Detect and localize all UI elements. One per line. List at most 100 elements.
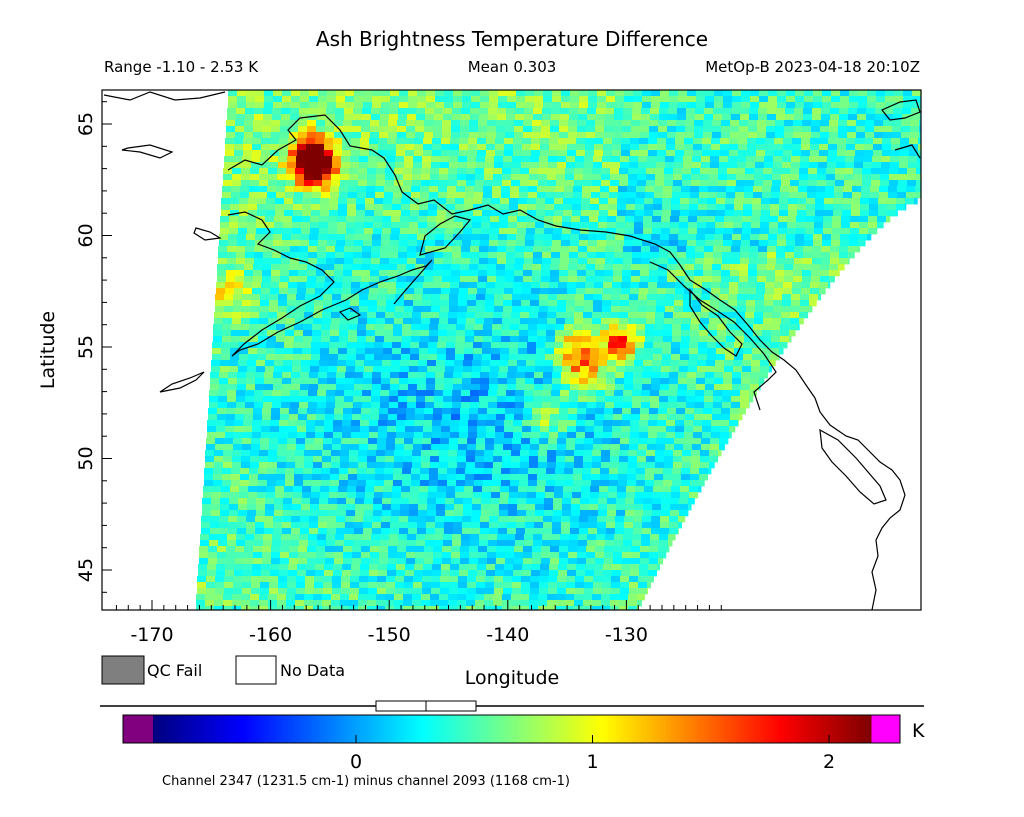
data-pixel xyxy=(245,258,255,265)
data-pixel xyxy=(809,156,819,163)
data-pixel xyxy=(676,126,686,133)
data-pixel xyxy=(745,180,755,187)
data-pixel xyxy=(664,462,674,469)
data-pixel xyxy=(784,132,794,139)
data-pixel xyxy=(275,486,285,493)
data-pixel xyxy=(822,234,832,241)
data-pixel xyxy=(378,420,388,427)
data-pixel xyxy=(536,204,546,211)
data-pixel xyxy=(656,156,666,163)
data-pixel xyxy=(441,144,451,151)
data-pixel xyxy=(491,492,501,499)
data-pixel xyxy=(665,444,675,451)
data-pixel xyxy=(591,324,601,331)
data-pixel xyxy=(370,120,380,127)
data-pixel xyxy=(506,390,516,397)
data-pixel xyxy=(908,156,918,163)
data-pixel xyxy=(417,240,427,247)
data-pixel xyxy=(878,198,888,205)
data-pixel xyxy=(409,360,419,367)
data-pixel xyxy=(460,414,470,421)
data-pixel xyxy=(773,162,783,169)
data-pixel xyxy=(638,162,648,169)
data-pixel xyxy=(236,258,246,265)
data-pixel xyxy=(590,342,600,349)
data-pixel xyxy=(384,324,394,331)
data-pixel xyxy=(381,384,391,391)
data-pixel xyxy=(308,534,318,541)
data-pixel xyxy=(266,348,276,355)
data-pixel xyxy=(314,444,324,451)
data-pixel xyxy=(496,264,506,271)
data-pixel xyxy=(381,522,391,529)
data-pixel xyxy=(284,492,294,499)
data-pixel xyxy=(589,504,599,511)
data-pixel xyxy=(760,228,770,235)
data-pixel xyxy=(532,408,542,415)
data-pixel xyxy=(903,102,913,109)
data-pixel xyxy=(442,270,452,277)
data-pixel xyxy=(747,150,757,157)
data-pixel xyxy=(276,468,286,475)
data-pixel xyxy=(307,120,317,127)
data-pixel xyxy=(338,354,348,361)
data-pixel xyxy=(701,438,711,445)
data-pixel xyxy=(606,528,616,535)
data-pixel xyxy=(769,366,772,373)
data-pixel xyxy=(852,192,862,199)
data-pixel xyxy=(407,246,417,253)
data-pixel xyxy=(713,258,723,265)
data-pixel xyxy=(696,90,706,97)
data-pixel xyxy=(257,492,267,499)
data-pixel xyxy=(528,192,538,199)
data-pixel xyxy=(262,120,272,127)
data-pixel xyxy=(390,384,400,391)
data-pixel xyxy=(382,222,392,229)
data-pixel xyxy=(696,384,706,391)
data-pixel xyxy=(203,492,213,499)
data-pixel xyxy=(452,246,462,253)
data-pixel xyxy=(817,180,827,187)
data-pixel xyxy=(740,402,750,409)
data-pixel xyxy=(540,420,550,427)
data-pixel xyxy=(467,162,477,169)
data-pixel xyxy=(399,516,409,523)
data-pixel xyxy=(876,90,886,97)
data-pixel xyxy=(332,294,342,301)
data-pixel xyxy=(538,168,548,175)
data-pixel xyxy=(222,474,232,481)
data-pixel xyxy=(256,504,266,511)
data-pixel xyxy=(416,114,426,121)
data-pixel xyxy=(231,336,241,343)
data-pixel xyxy=(426,516,436,523)
data-pixel xyxy=(212,342,222,349)
data-pixel xyxy=(416,396,426,403)
data-pixel xyxy=(847,120,857,127)
data-pixel xyxy=(637,456,647,463)
data-pixel xyxy=(292,360,302,367)
data-pixel xyxy=(543,90,553,97)
data-pixel xyxy=(737,156,747,163)
data-pixel xyxy=(618,324,628,331)
data-pixel xyxy=(490,504,500,511)
data-pixel xyxy=(669,240,679,247)
data-pixel xyxy=(469,126,479,133)
data-pixel xyxy=(906,192,916,199)
data-pixel xyxy=(749,114,759,121)
data-pixel xyxy=(829,270,839,277)
data-pixel xyxy=(621,432,631,439)
data-pixel xyxy=(790,312,800,319)
data-pixel xyxy=(561,378,571,385)
data-pixel xyxy=(495,426,505,433)
data-pixel xyxy=(564,474,574,481)
data-pixel xyxy=(246,528,256,535)
data-pixel xyxy=(649,126,659,133)
data-pixel xyxy=(205,450,215,457)
data-pixel xyxy=(687,372,697,379)
data-pixel xyxy=(471,522,481,529)
data-pixel xyxy=(377,156,387,163)
data-pixel xyxy=(857,246,861,253)
data-pixel xyxy=(228,522,238,529)
data-pixel xyxy=(788,204,798,211)
data-pixel xyxy=(263,390,273,397)
